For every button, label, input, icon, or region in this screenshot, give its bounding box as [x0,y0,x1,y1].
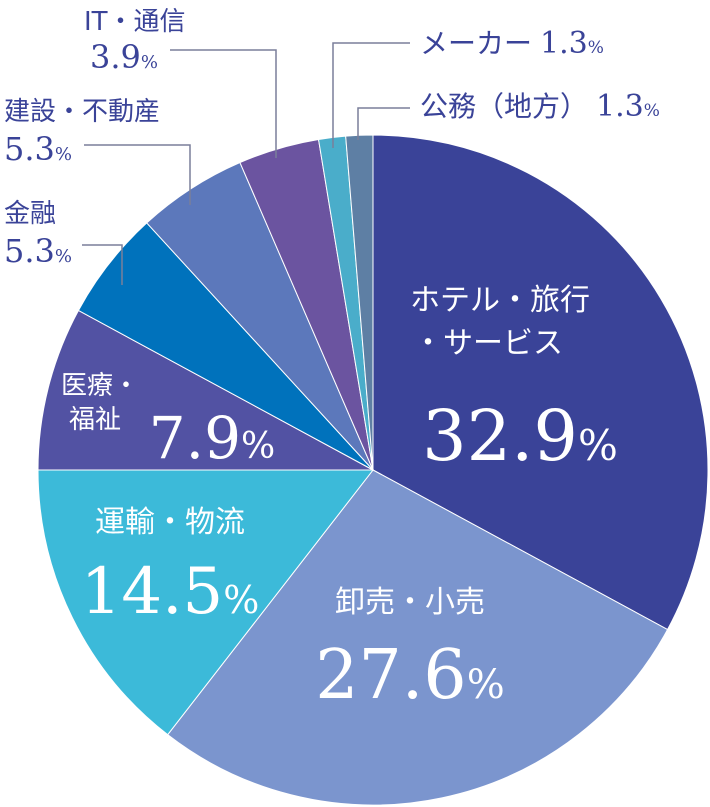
label-transport-value: 14.5% [81,555,260,629]
value-it-unit: % [141,52,158,73]
value-maker-num: 1.3 [540,26,588,61]
leader-public [357,107,410,140]
label-retail-value: 27.6% [315,636,504,715]
label-hotel-name2: ・サービス [413,326,563,361]
value-construction-num: 5.3 [4,130,55,168]
label-medical-value: 7.9% [149,404,275,472]
label-public-name: 公務（地方） [420,90,588,123]
value-transport-num: 14.5 [81,555,224,629]
pie-slices [37,134,709,806]
label-construction-value: 5.3% [4,130,72,168]
leader-construction [84,144,191,205]
value-public-num: 1.3 [596,89,644,124]
value-finance-num: 5.3 [4,232,55,270]
value-retail-num: 27.6 [315,636,466,715]
value-public-unit: % [644,101,660,121]
pie-slice-hotel [372,134,709,631]
pie-slice-retail [166,469,669,806]
label-it-value: 3.9% [90,38,158,76]
pie-slice-medical [37,309,374,471]
label-finance-name: 金融 [4,199,56,229]
label-transport-name: 運輸・物流 [95,505,245,540]
leader-lines [82,42,410,285]
leader-maker [332,42,410,148]
label-retail-name: 卸売・小売 [335,585,485,620]
value-hotel-num: 32.9 [422,395,578,477]
value-it-num: 3.9 [90,38,141,76]
value-transport-unit: % [223,578,259,622]
label-it-name: IT・通信 [84,7,186,37]
label-maker: メーカー 1.3% [420,26,604,61]
pie-slice-transport [37,469,375,736]
label-medical-name: 医療・ [61,371,139,401]
pie-slice-public [345,134,374,471]
label-hotel-name: ホテル・旅行 [410,283,590,318]
value-construction-unit: % [55,144,72,165]
label-construction-name: 建設・不動産 [4,97,160,127]
value-medical-num: 7.9 [149,404,241,472]
label-finance-value: 5.3% [4,232,72,270]
label-public: 公務（地方） 1.3% [420,89,660,124]
leader-it [170,49,277,158]
value-medical-unit: % [241,426,275,467]
label-medical-name2: 福祉 [69,405,121,435]
value-maker-unit: % [588,38,604,58]
value-finance-unit: % [55,246,72,267]
value-retail-unit: % [467,662,505,708]
value-hotel-unit: % [578,421,618,470]
leader-finance [82,244,123,285]
label-hotel-value: 32.9% [422,395,618,477]
label-maker-name: メーカー [420,27,532,60]
